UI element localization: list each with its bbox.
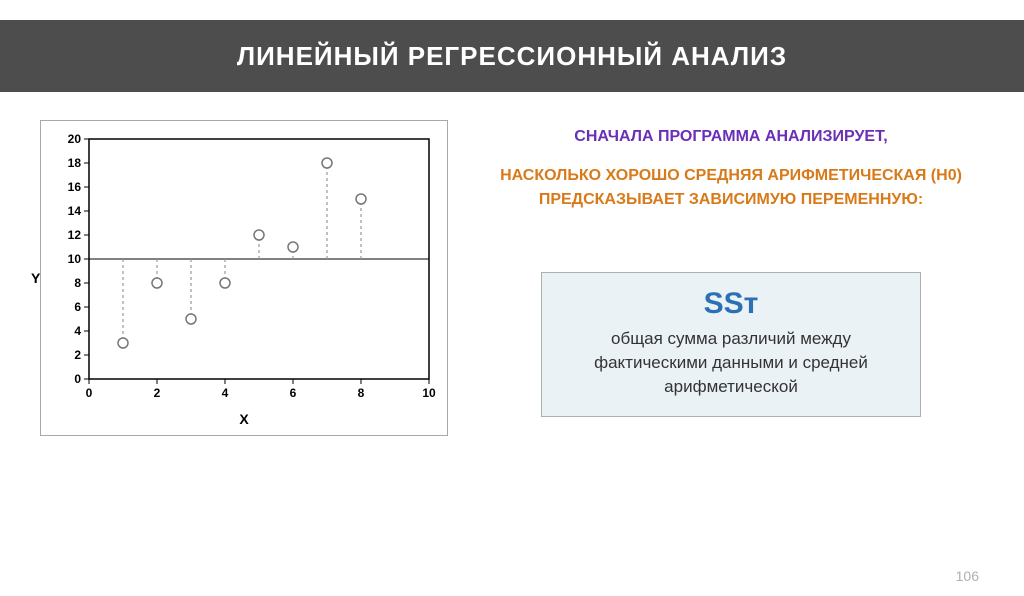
page-title: ЛИНЕЙНЫЙ РЕГРЕССИОННЫЙ АНАЛИЗ — [237, 41, 787, 72]
content-area: Y 0 2 4 6 8 10 0 2 4 6 8 10 12 14 16 18 20 X СНАЧАЛА ПРО… — [0, 92, 1024, 436]
page-number: 106 — [956, 568, 979, 584]
svg-text:10: 10 — [422, 386, 436, 400]
x-axis-label: X — [49, 411, 439, 427]
sst-description: общая сумма различий между фактическими … — [562, 327, 900, 398]
svg-text:2: 2 — [154, 386, 161, 400]
svg-text:4: 4 — [74, 324, 81, 338]
title-bar: ЛИНЕЙНЫЙ РЕГРЕССИОННЫЙ АНАЛИЗ — [0, 20, 1024, 92]
svg-text:6: 6 — [74, 300, 81, 314]
sst-title: SSт — [562, 287, 900, 321]
svg-text:20: 20 — [68, 132, 82, 146]
chart-panel: Y 024681002468101214161820 X — [40, 120, 448, 436]
svg-text:14: 14 — [68, 204, 82, 218]
svg-text:0: 0 — [74, 372, 81, 386]
svg-text:6: 6 — [290, 386, 297, 400]
intro-line-2: НАСКОЛЬКО ХОРОШО СРЕДНЯЯ АРИФМЕТИЧЕСКАЯ … — [478, 164, 984, 212]
svg-text:8: 8 — [358, 386, 365, 400]
svg-text:10: 10 — [68, 252, 82, 266]
sst-box: SSт общая сумма различий между фактическ… — [541, 272, 921, 417]
intro-line-1: СНАЧАЛА ПРОГРАММА АНАЛИЗИРУЕТ, — [574, 128, 887, 146]
svg-text:8: 8 — [74, 276, 81, 290]
svg-text:12: 12 — [68, 228, 82, 242]
svg-text:18: 18 — [68, 156, 82, 170]
svg-text:0: 0 — [86, 386, 93, 400]
y-axis-label: Y — [31, 270, 40, 286]
chart-inner: Y 024681002468101214161820 X — [49, 129, 439, 427]
svg-text:16: 16 — [68, 180, 82, 194]
right-panel: СНАЧАЛА ПРОГРАММА АНАЛИЗИРУЕТ, НАСКОЛЬКО… — [478, 120, 984, 436]
scatter-chart: 0 2 4 6 8 10 0 2 4 6 8 10 12 14 16 18 20 — [49, 129, 439, 407]
svg-text:4: 4 — [222, 386, 229, 400]
svg-text:2: 2 — [74, 348, 81, 362]
